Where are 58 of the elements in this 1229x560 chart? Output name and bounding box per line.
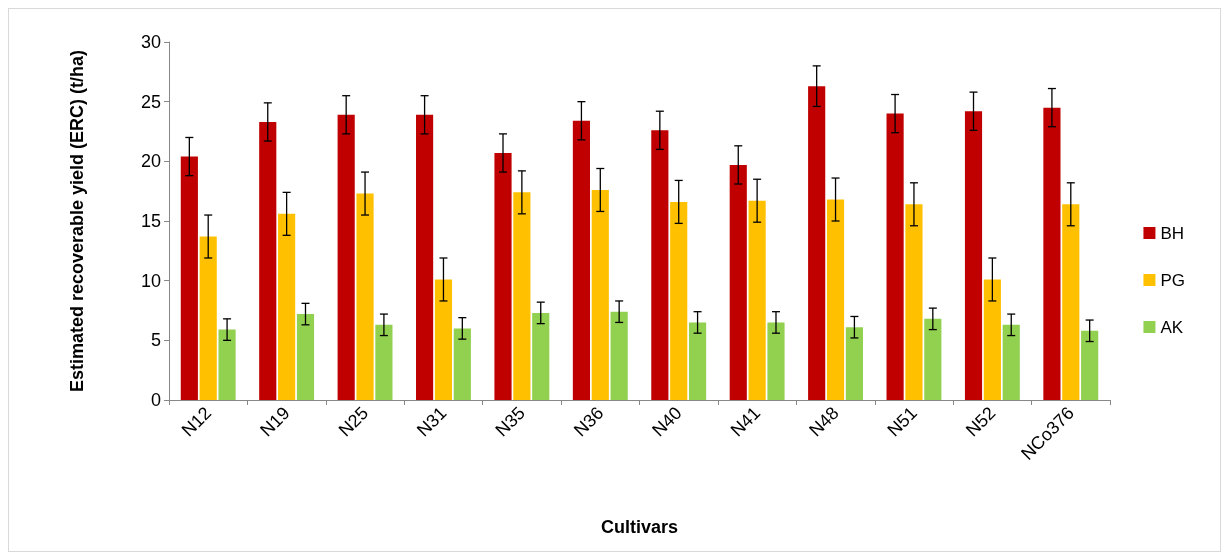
x-tick-label: N51 bbox=[883, 402, 922, 441]
bar bbox=[729, 164, 747, 400]
x-tick-label: N36 bbox=[569, 402, 608, 441]
bar bbox=[1002, 324, 1020, 400]
y-tick-label: 10 bbox=[140, 270, 161, 291]
bar bbox=[218, 329, 236, 400]
bar bbox=[278, 213, 296, 400]
bar bbox=[670, 201, 688, 400]
y-tick-label: 5 bbox=[150, 330, 161, 351]
bar bbox=[199, 236, 217, 400]
x-tick-label: N40 bbox=[648, 402, 686, 441]
bar bbox=[434, 279, 453, 400]
y-axis-title: Estimated recoverable yield (ERC) (t/ha) bbox=[67, 49, 87, 393]
bar bbox=[651, 130, 669, 400]
x-axis-title: Cultivars bbox=[600, 517, 679, 537]
bar bbox=[532, 312, 550, 400]
bar bbox=[924, 318, 942, 400]
bar bbox=[845, 327, 863, 400]
bar bbox=[513, 192, 531, 400]
x-tick-label: N12 bbox=[177, 402, 216, 441]
bar bbox=[416, 114, 434, 400]
legend-label: BH bbox=[1160, 223, 1185, 243]
x-tick-label: N48 bbox=[805, 402, 843, 441]
x-tick-label: N19 bbox=[256, 402, 294, 441]
bar bbox=[356, 193, 374, 400]
y-tick-label: 15 bbox=[140, 211, 161, 231]
bar bbox=[337, 114, 355, 400]
bar bbox=[886, 113, 904, 400]
bar bbox=[1081, 330, 1099, 400]
bar bbox=[1043, 107, 1061, 400]
bar bbox=[591, 189, 609, 400]
legend-label: PG bbox=[1160, 270, 1185, 290]
y-tick-label: 0 bbox=[150, 390, 161, 410]
bar bbox=[964, 111, 983, 400]
bar bbox=[689, 322, 707, 400]
bar bbox=[905, 204, 923, 400]
bar bbox=[494, 152, 512, 400]
bar bbox=[180, 156, 198, 400]
bar bbox=[375, 324, 393, 400]
x-tick-label: N41 bbox=[726, 402, 765, 441]
bar bbox=[296, 314, 315, 400]
bar bbox=[983, 279, 1001, 400]
y-tick-label: 20 bbox=[140, 151, 161, 172]
bar bbox=[767, 322, 785, 400]
bar bbox=[572, 120, 590, 400]
bar bbox=[808, 86, 826, 400]
bar bbox=[610, 311, 628, 400]
x-tick-label: N31 bbox=[413, 402, 451, 441]
y-tick-label: 30 bbox=[140, 32, 161, 52]
bar bbox=[259, 121, 277, 400]
bar bbox=[748, 200, 766, 400]
bar bbox=[453, 328, 471, 400]
y-tick-label: 25 bbox=[140, 91, 161, 112]
bar bbox=[826, 199, 845, 400]
legend-label: AK bbox=[1160, 317, 1184, 337]
x-tick-label: N52 bbox=[961, 402, 1000, 441]
bar bbox=[1062, 204, 1080, 400]
x-tick-label: N25 bbox=[334, 402, 373, 441]
